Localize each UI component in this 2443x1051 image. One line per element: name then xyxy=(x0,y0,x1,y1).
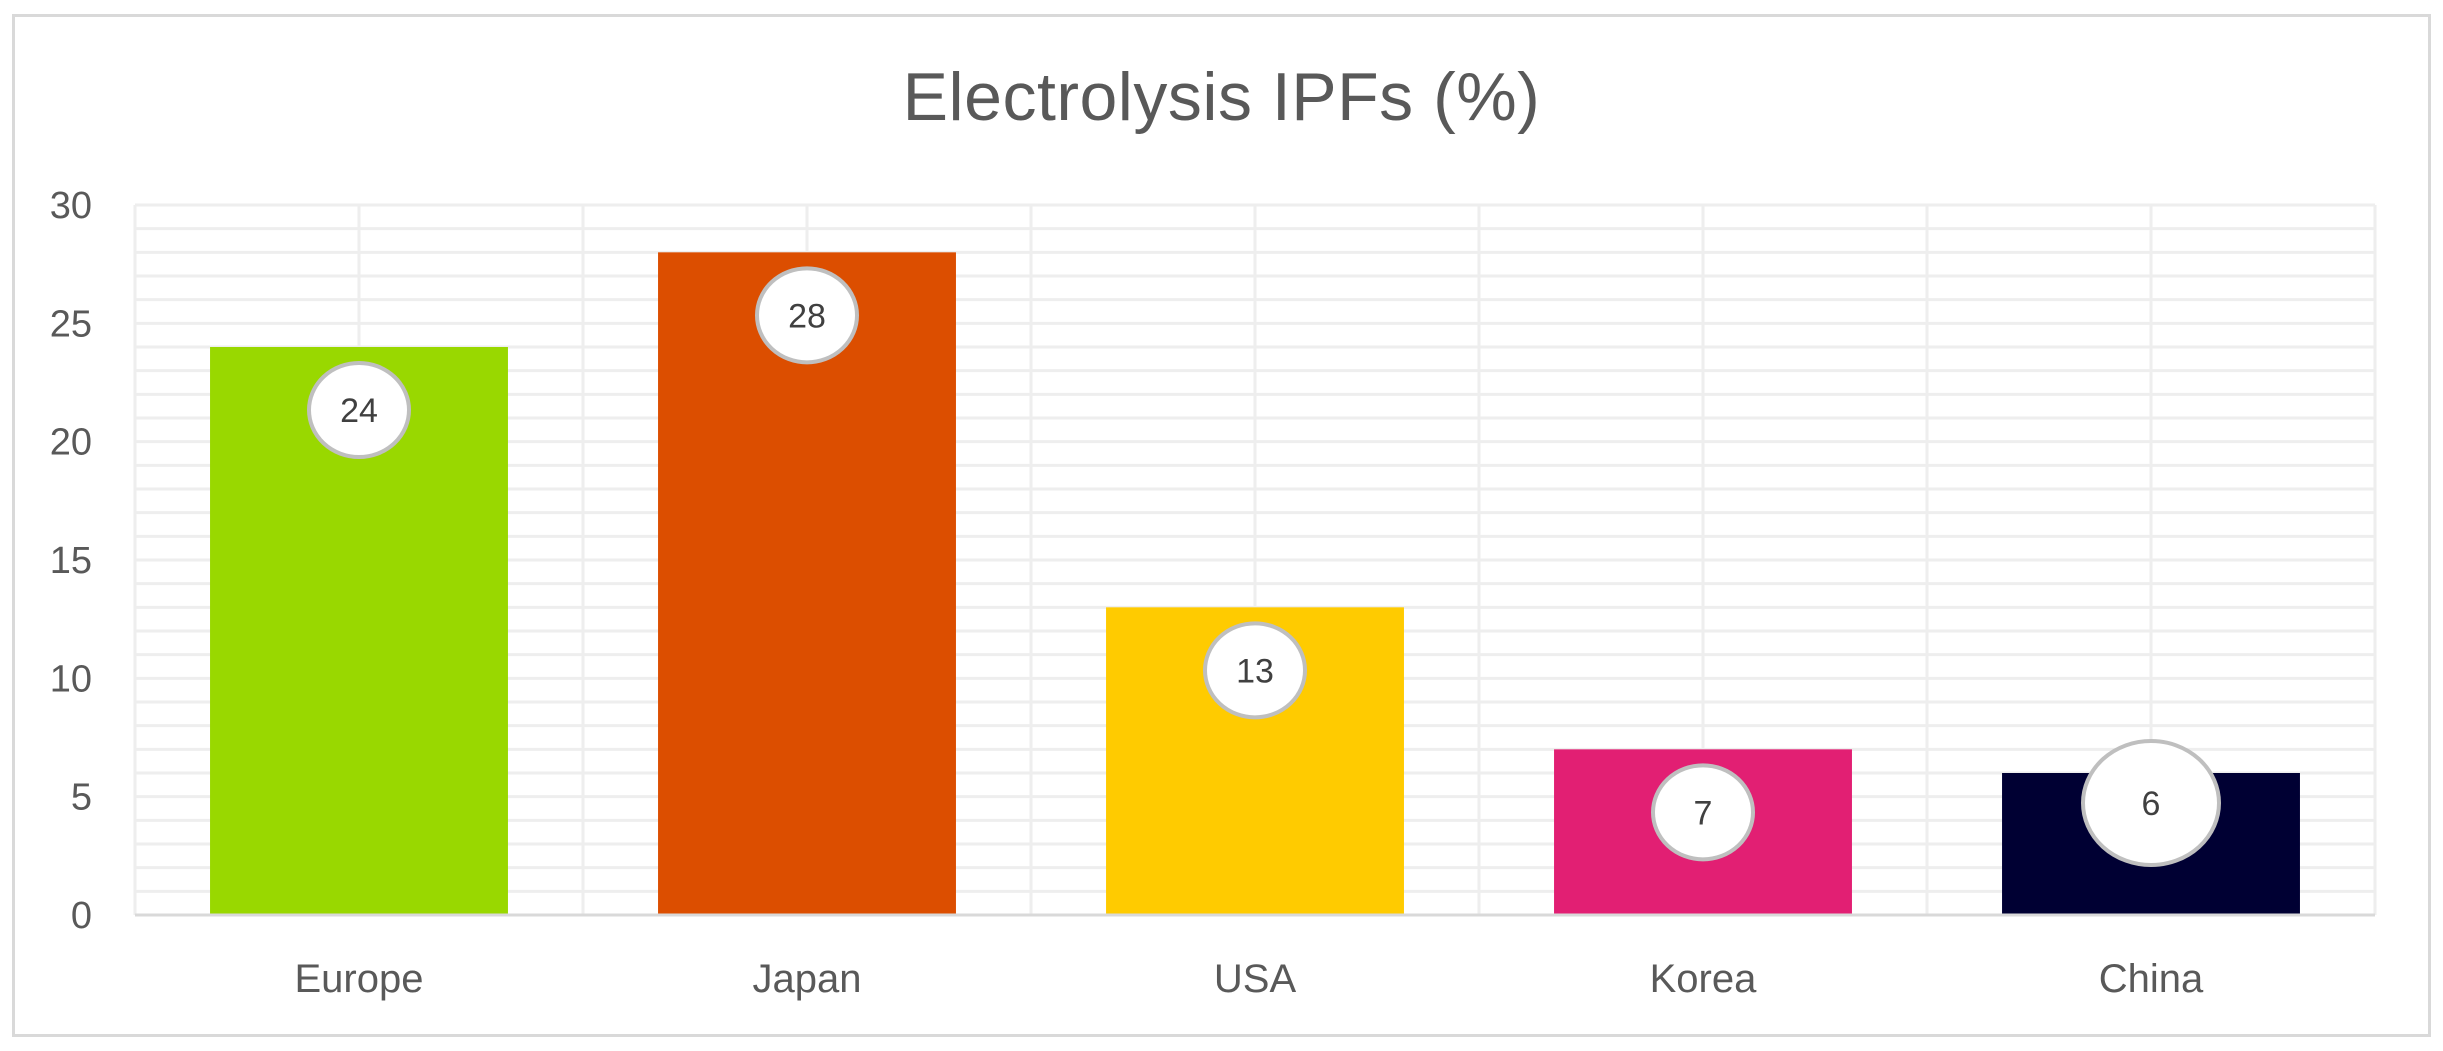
y-tick-label: 0 xyxy=(71,895,92,937)
x-tick-label: Japan xyxy=(753,957,862,1001)
data-label-text: 13 xyxy=(1236,652,1274,690)
x-tick-label: Korea xyxy=(1650,957,1757,1001)
data-label-text: 28 xyxy=(788,297,826,335)
data-label-bubble xyxy=(755,266,859,365)
data-label-text: 7 xyxy=(1694,794,1713,832)
data-label-korea: 7 xyxy=(1651,763,1755,862)
chart-title: Electrolysis IPFs (%) xyxy=(902,59,1541,135)
data-labels: 24 28 13 7 6 xyxy=(307,266,2221,867)
x-tick-label: Europe xyxy=(295,957,424,1001)
y-tick-label: 15 xyxy=(50,540,92,582)
data-label-bubble xyxy=(307,361,411,459)
data-label-bubble xyxy=(2081,739,2221,867)
y-tick-label: 30 xyxy=(50,185,92,227)
y-tick-label: 20 xyxy=(50,422,92,464)
x-tick-label: USA xyxy=(1214,957,1297,1001)
data-label-text: 24 xyxy=(340,392,378,430)
axes: 0 5 10 15 20 25 30 Europe Japan USA Korea China xyxy=(50,185,2375,1001)
data-label-usa: 13 xyxy=(1203,621,1307,720)
y-tick-label: 5 xyxy=(71,777,92,819)
data-label-text: 6 xyxy=(2142,785,2161,823)
x-tick-label: China xyxy=(2099,957,2204,1001)
data-label-europe: 24 xyxy=(307,361,411,459)
data-label-bubble xyxy=(1651,763,1755,862)
y-tick-label: 25 xyxy=(50,303,92,345)
data-label-bubble xyxy=(1203,621,1307,720)
y-tick-label: 10 xyxy=(50,658,92,700)
data-label-japan: 28 xyxy=(755,266,859,365)
data-label-china: 6 xyxy=(2081,739,2221,867)
